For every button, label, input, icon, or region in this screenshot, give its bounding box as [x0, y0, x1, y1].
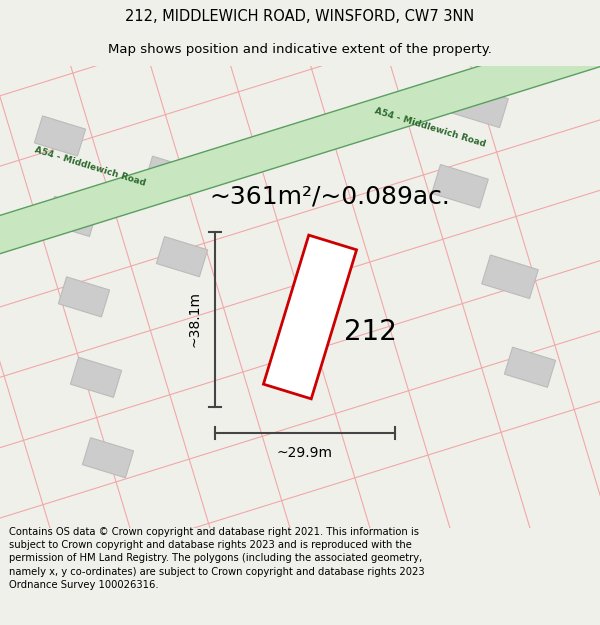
Polygon shape	[58, 277, 110, 317]
Text: Contains OS data © Crown copyright and database right 2021. This information is
: Contains OS data © Crown copyright and d…	[9, 527, 425, 590]
Polygon shape	[0, 11, 600, 271]
Text: ~38.1m: ~38.1m	[188, 291, 202, 348]
Polygon shape	[505, 347, 556, 388]
Polygon shape	[432, 164, 488, 208]
Polygon shape	[34, 116, 86, 156]
Text: ~29.9m: ~29.9m	[277, 446, 333, 460]
Text: A54 - Middlewich Road: A54 - Middlewich Road	[373, 107, 487, 149]
Polygon shape	[263, 235, 356, 399]
Text: Map shows position and indicative extent of the property.: Map shows position and indicative extent…	[108, 42, 492, 56]
Polygon shape	[145, 156, 196, 196]
Text: 212, MIDDLEWICH ROAD, WINSFORD, CW7 3NN: 212, MIDDLEWICH ROAD, WINSFORD, CW7 3NN	[125, 9, 475, 24]
Polygon shape	[482, 255, 538, 299]
Polygon shape	[452, 84, 508, 127]
Polygon shape	[70, 357, 122, 398]
Text: 212: 212	[344, 318, 397, 346]
Text: ~361m²/~0.089ac.: ~361m²/~0.089ac.	[209, 184, 451, 208]
Polygon shape	[157, 237, 208, 277]
Polygon shape	[46, 196, 98, 236]
Text: A54 - Middlewich Road: A54 - Middlewich Road	[34, 145, 146, 188]
Polygon shape	[82, 438, 134, 478]
